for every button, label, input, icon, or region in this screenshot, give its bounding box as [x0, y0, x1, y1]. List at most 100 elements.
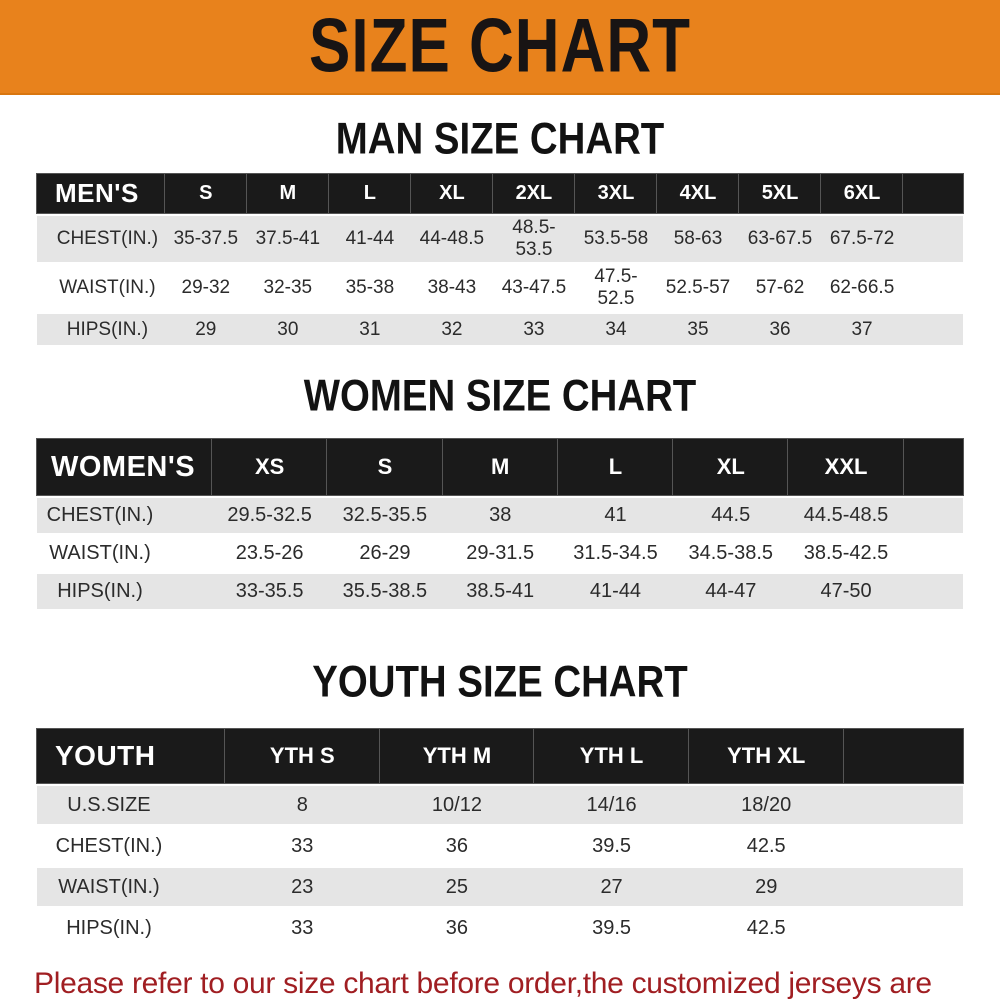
row-filler — [903, 536, 963, 571]
table-row: CHEST(IN.) 29.5-32.5 32.5-35.5 38 41 44.5 44.5… — [37, 498, 963, 533]
row-label: HIPS(IN.) — [37, 909, 225, 947]
value-cell: 38 — [442, 498, 558, 533]
value-cell: 29 — [688, 868, 844, 906]
row-label: HIPS(IN.) — [37, 314, 165, 345]
value-cell: 36 — [379, 827, 535, 865]
section-title-youth: YOUTH SIZE CHART — [312, 657, 688, 707]
value-cell: 23.5-26 — [212, 536, 328, 571]
table-header-row: MEN'S S M L XL 2XL 3XL 4XL 5XL 6XL — [37, 174, 963, 213]
value-cell: 38.5-41 — [442, 574, 558, 609]
table-row: WAIST(IN.) 29-32 32-35 35-38 38-43 43-47.5 47.… — [37, 265, 963, 311]
size-column-header: 3XL — [574, 174, 657, 213]
section-women: WOMEN SIZE CHART WOMEN'S XS S M L XL XXL CHEST(… — [0, 371, 1000, 612]
women-size-table: WOMEN'S XS S M L XL XXL CHEST(IN.) 29.5-32.5 32.5… — [37, 436, 963, 612]
size-column-header: XL — [673, 439, 789, 495]
row-label: CHEST(IN.) — [37, 827, 225, 865]
value-cell: 58-63 — [656, 216, 740, 262]
value-cell: 25 — [379, 868, 535, 906]
footer-note: Please refer to our size chart before or… — [34, 965, 1000, 1000]
header-filler — [903, 439, 963, 495]
value-cell: 41 — [557, 498, 674, 533]
row-filler — [843, 909, 963, 947]
value-cell: 41-44 — [328, 216, 411, 262]
size-column-header: YTH S — [224, 729, 380, 783]
section-title-men: MAN SIZE CHART — [335, 114, 665, 164]
value-cell: 63-67.5 — [739, 216, 822, 262]
banner: SIZE CHART — [0, 0, 1000, 95]
size-column-header: 5XL — [739, 174, 822, 213]
value-cell: 32-35 — [246, 265, 329, 311]
value-cell: 30 — [246, 314, 329, 345]
value-cell: 33 — [492, 314, 575, 345]
value-cell: 44-48.5 — [410, 216, 493, 262]
footer-line-1: Please refer to our size chart before or… — [34, 967, 932, 1000]
row-filler — [903, 265, 963, 311]
value-cell: 34 — [574, 314, 657, 345]
table-row: WAIST(IN.) 23.5-26 26-29 29-31.5 31.5-34.5 34… — [37, 536, 963, 571]
value-cell: 44.5-48.5 — [788, 498, 904, 533]
value-cell: 27 — [534, 868, 689, 906]
value-cell: 52.5-57 — [656, 265, 740, 311]
men-size-table: MEN'S S M L XL 2XL 3XL 4XL 5XL 6XL CHEST(IN.) 35-37… — [37, 171, 963, 348]
row-filler — [843, 786, 963, 824]
value-cell: 23 — [224, 868, 380, 906]
table-header-label: YOUTH — [37, 729, 225, 783]
size-column-header: YTH XL — [688, 729, 844, 783]
size-column-header: 6XL — [821, 174, 904, 213]
value-cell: 44-47 — [673, 574, 789, 609]
value-cell: 29.5-32.5 — [212, 498, 328, 533]
value-cell: 38-43 — [410, 265, 493, 311]
value-cell: 32.5-35.5 — [327, 498, 443, 533]
table-header-row: YOUTH YTH S YTH M YTH L YTH XL — [37, 729, 963, 783]
row-filler — [843, 827, 963, 865]
size-column-header: 4XL — [656, 174, 740, 213]
size-column-header: M — [246, 174, 329, 213]
value-cell: 31 — [328, 314, 411, 345]
value-cell: 10/12 — [379, 786, 535, 824]
value-cell: 48.5-53.5 — [492, 216, 575, 262]
size-column-header: XL — [410, 174, 493, 213]
table-row: CHEST(IN.) 35-37.5 37.5-41 41-44 44-48.5 48.5… — [37, 216, 963, 262]
row-filler — [903, 498, 963, 533]
value-cell: 41-44 — [557, 574, 674, 609]
size-column-header: 2XL — [492, 174, 575, 213]
row-label: CHEST(IN.) — [37, 216, 165, 262]
youth-size-table: YOUTH YTH S YTH M YTH L YTH XL U.S.SIZE 8 10/12… — [37, 726, 963, 950]
value-cell: 34.5-38.5 — [673, 536, 789, 571]
value-cell: 18/20 — [688, 786, 844, 824]
value-cell: 42.5 — [688, 827, 844, 865]
row-label: WAIST(IN.) — [37, 868, 225, 906]
value-cell: 36 — [739, 314, 822, 345]
size-column-header: XS — [212, 439, 328, 495]
table-header-label: MEN'S — [37, 174, 165, 213]
value-cell: 26-29 — [327, 536, 443, 571]
value-cell: 35-37.5 — [164, 216, 247, 262]
value-cell: 14/16 — [534, 786, 689, 824]
size-column-header: L — [557, 439, 674, 495]
section-title-women: WOMEN SIZE CHART — [303, 371, 697, 421]
value-cell: 57-62 — [739, 265, 822, 311]
row-filler — [903, 314, 963, 345]
value-cell: 39.5 — [534, 909, 689, 947]
value-cell: 47-50 — [788, 574, 904, 609]
table-row: HIPS(IN.) 29 30 31 32 33 34 35 36 37 — [37, 314, 963, 345]
value-cell: 29 — [164, 314, 247, 345]
value-cell: 35 — [656, 314, 740, 345]
value-cell: 47.5-52.5 — [574, 265, 657, 311]
value-cell: 8 — [224, 786, 380, 824]
table-row: WAIST(IN.) 23 25 27 29 — [37, 868, 963, 906]
size-column-header: YTH M — [379, 729, 535, 783]
value-cell: 35.5-38.5 — [327, 574, 443, 609]
row-label: WAIST(IN.) — [37, 265, 165, 311]
header-filler — [843, 729, 963, 783]
value-cell: 29-32 — [164, 265, 247, 311]
size-column-header: L — [328, 174, 411, 213]
value-cell: 37 — [821, 314, 904, 345]
section-youth: YOUTH SIZE CHART YOUTH YTH S YTH M YTH L YTH… — [0, 657, 1000, 950]
table-row: HIPS(IN.) 33-35.5 35.5-38.5 38.5-41 41-44 44-… — [37, 574, 963, 609]
table-row: U.S.SIZE 8 10/12 14/16 18/20 — [37, 786, 963, 824]
value-cell: 42.5 — [688, 909, 844, 947]
value-cell: 32 — [410, 314, 493, 345]
table-header-label: WOMEN'S — [37, 439, 212, 495]
